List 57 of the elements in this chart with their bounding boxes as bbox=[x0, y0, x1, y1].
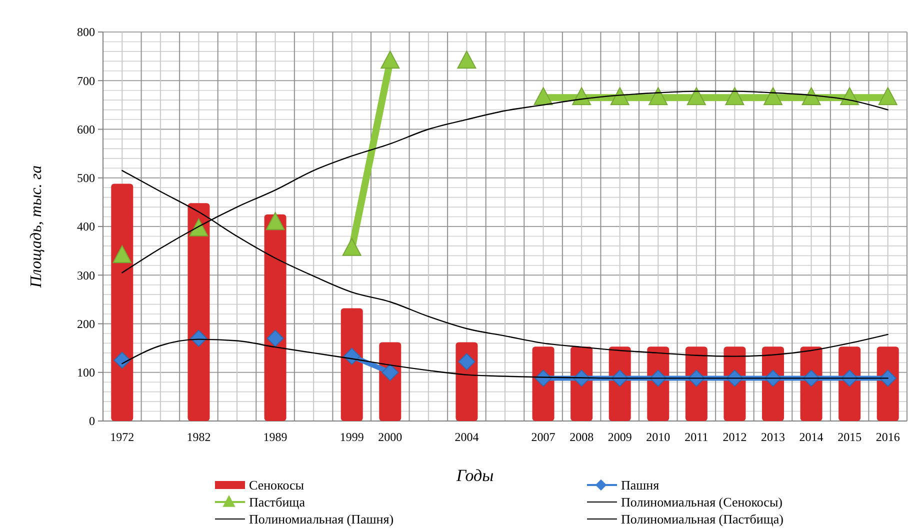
point bbox=[114, 352, 131, 369]
x-axis-title: Годы bbox=[455, 466, 494, 485]
y-tick-label: 400 bbox=[77, 220, 95, 234]
legend-label: Пастбища bbox=[249, 494, 306, 510]
y-tick-label: 0 bbox=[89, 414, 95, 428]
point bbox=[266, 330, 284, 347]
bar bbox=[188, 203, 210, 421]
point bbox=[725, 87, 744, 106]
legend-label: Полиномиальная (Сенокосы) bbox=[621, 494, 783, 510]
point bbox=[878, 87, 898, 106]
bar bbox=[111, 184, 134, 421]
point bbox=[648, 87, 668, 106]
legend-label: Полиномиальная (Пастбища) bbox=[621, 512, 784, 527]
x-tick-label: 1989 bbox=[263, 430, 288, 444]
y-axis-title: Площадь, тыс. га bbox=[28, 165, 45, 289]
point bbox=[879, 370, 896, 387]
y-tick-label: 700 bbox=[77, 74, 95, 88]
point bbox=[686, 87, 706, 106]
point bbox=[266, 212, 285, 230]
y-tick-label: 600 bbox=[77, 122, 95, 136]
point bbox=[457, 50, 476, 69]
x-tick-label: 2016 bbox=[876, 430, 900, 444]
x-tick-label: 1999 bbox=[340, 430, 364, 444]
y-tick-label: 500 bbox=[77, 171, 95, 186]
bar bbox=[340, 308, 363, 421]
x-tick-label: 2015 bbox=[838, 430, 862, 444]
x-tick-label: 1982 bbox=[186, 430, 211, 444]
point bbox=[610, 87, 630, 106]
y-tick-label: 800 bbox=[77, 25, 95, 40]
point bbox=[764, 87, 782, 106]
x-tick-label: 2007 bbox=[531, 430, 556, 444]
x-tick-label: 2012 bbox=[722, 430, 747, 444]
point bbox=[342, 238, 362, 256]
x-tick-label: 2004 bbox=[454, 430, 479, 444]
point bbox=[380, 50, 400, 69]
legend-label: Сенокосы bbox=[249, 478, 304, 493]
x-tick-label: 2010 bbox=[646, 430, 670, 444]
x-tick-label: 1972 bbox=[110, 430, 134, 444]
point bbox=[534, 87, 553, 106]
x-tick-label: 2009 bbox=[608, 430, 632, 444]
point bbox=[802, 87, 821, 106]
x-tick-label: 2013 bbox=[761, 430, 785, 444]
x-tick-label: 2008 bbox=[570, 430, 594, 444]
y-tick-label: 300 bbox=[77, 268, 95, 282]
y-tick-label: 200 bbox=[77, 316, 95, 331]
x-tick-label: 2011 bbox=[684, 430, 708, 444]
point bbox=[189, 218, 208, 236]
y-tick-label: 100 bbox=[77, 366, 95, 380]
point bbox=[458, 353, 476, 370]
legend-label: Полиномиальная (Пашня) bbox=[249, 512, 394, 527]
bar bbox=[264, 214, 286, 421]
x-tick-label: 2014 bbox=[799, 430, 824, 444]
x-tick-label: 2000 bbox=[378, 430, 402, 444]
point bbox=[572, 87, 592, 106]
legend-label: Пашня bbox=[621, 478, 660, 493]
point bbox=[382, 364, 399, 381]
point bbox=[112, 245, 132, 264]
